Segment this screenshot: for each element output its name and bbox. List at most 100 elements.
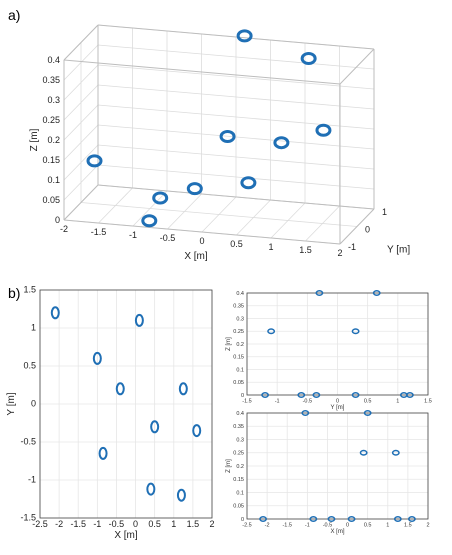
y-tick-label: 1 xyxy=(31,322,36,332)
x-axis-label: X [m] xyxy=(184,251,208,262)
data-point xyxy=(347,516,356,522)
panel-label-a: a) xyxy=(8,7,20,23)
data-point xyxy=(273,136,290,150)
y-tick-label: 0 xyxy=(31,398,36,408)
data-point xyxy=(372,290,381,296)
side-wall-gridline xyxy=(63,164,99,201)
data-point xyxy=(152,191,169,205)
x-tick-label: -1 xyxy=(305,522,310,528)
data-point xyxy=(297,392,306,398)
y-axis-label: Z [m] xyxy=(226,459,232,473)
x-tick-label: -1.5 xyxy=(70,519,86,529)
z-tick-label: 0.15 xyxy=(42,155,60,165)
plot-frame xyxy=(39,289,213,519)
x-axis-label: X [m] xyxy=(330,529,344,535)
x-tick-label: 1 xyxy=(171,519,176,529)
data-point xyxy=(363,410,372,416)
z-tick-label: 0.1 xyxy=(47,175,60,185)
back-wall-gridline xyxy=(97,64,375,90)
box-edge xyxy=(97,184,375,210)
data-point xyxy=(327,516,336,522)
y-tick-label: 0.35 xyxy=(233,304,244,310)
x-tick-label: -1.5 xyxy=(282,522,291,528)
y-tick-label: 0.15 xyxy=(233,355,244,361)
data-point xyxy=(351,328,360,335)
x-tick-label: 1.5 xyxy=(187,519,200,529)
box-edge xyxy=(339,208,375,245)
x-tick-label: -2 xyxy=(265,522,270,528)
box-edge xyxy=(63,59,341,85)
data-point xyxy=(236,29,253,43)
x-tick-label: -1.5 xyxy=(91,227,107,237)
x-tick-label: 0.5 xyxy=(364,398,372,404)
side-wall-gridline xyxy=(63,144,99,181)
x-tick-label: 0.5 xyxy=(230,239,243,249)
data-point xyxy=(240,176,257,190)
z-axis-label: Z [m] xyxy=(29,128,40,151)
x-tick-label: -0.5 xyxy=(109,519,125,529)
data-point xyxy=(300,52,317,65)
data-point xyxy=(261,392,270,398)
side-wall-gridline xyxy=(63,64,99,101)
box-edge xyxy=(97,24,375,50)
data-point xyxy=(351,392,360,398)
x-tick-label: 0.5 xyxy=(148,519,161,529)
box-edge xyxy=(339,48,375,85)
back-wall-gridline xyxy=(97,124,375,150)
y-axis-label: Y [m] xyxy=(387,245,410,256)
x-axis-label: X [m] xyxy=(114,530,138,541)
y-tick-label: -1 xyxy=(28,474,36,484)
x-tick-label: 1.5 xyxy=(424,398,432,404)
x-tick-label: 2 xyxy=(337,248,342,258)
x-tick-label: -2.5 xyxy=(32,519,48,529)
x-axis-label: Y [m] xyxy=(331,405,345,411)
data-point xyxy=(115,382,125,396)
y-tick-label: -0.5 xyxy=(20,436,36,446)
data-point xyxy=(259,516,268,522)
x-tick-label: 0 xyxy=(336,398,339,404)
y-tick-label: 0.25 xyxy=(233,451,244,457)
y-tick-label: 0.1 xyxy=(236,490,244,496)
data-point xyxy=(192,424,202,438)
z-tick-label: 0.2 xyxy=(47,135,60,145)
data-point xyxy=(150,420,160,434)
y-tick-label: 0.05 xyxy=(233,380,244,386)
y-tick-label: 0.3 xyxy=(236,316,244,322)
x-tick-label: -2 xyxy=(60,224,68,234)
data-point xyxy=(98,446,108,460)
plot-frame xyxy=(246,292,429,396)
y-tick-label: 0.05 xyxy=(233,504,244,510)
x-tick-label: -1 xyxy=(275,398,280,404)
data-point xyxy=(141,214,158,228)
data-point xyxy=(405,392,414,398)
data-point xyxy=(267,328,276,335)
y-tick-label: -1.5 xyxy=(20,512,36,522)
y-tick-label: 0.25 xyxy=(233,329,244,335)
data-point xyxy=(315,123,332,137)
z-tick-label: 0.25 xyxy=(42,115,60,125)
y-tick-label: 0.4 xyxy=(236,291,244,297)
data-point xyxy=(146,482,156,496)
chart-yz-scatter: -1.5 -1 -0.5 0 0.5 1 1.5 0 0.05 0.1 0.15 0.2 0.25 0.3… xyxy=(226,290,432,411)
chart-xz-scatter: -2.5 -2 -1.5 -1 -0.5 0 0.5 1 1.5 2 0 0.05 0.1 0.15 0.2… xyxy=(226,410,430,535)
data-point xyxy=(359,449,368,456)
x-tick-label: 0 xyxy=(346,522,349,528)
y-axis-label: Z [m] xyxy=(226,337,232,351)
data-point xyxy=(301,410,310,416)
data-point xyxy=(186,182,203,196)
y-tick-label: 0.2 xyxy=(236,464,244,470)
side-wall-gridline xyxy=(63,84,99,121)
z-tick-label: 0 xyxy=(55,215,60,225)
x-tick-label: -1 xyxy=(93,519,101,529)
x-tick-label: 1.5 xyxy=(404,522,412,528)
y-tick-label: 0.15 xyxy=(233,477,244,483)
chart-xy-scatter: -2.5 -2 -1.5 -1 -0.5 0 0.5 1 1.5 2 -1.5 -1 -0.5 0 0.5 1… xyxy=(6,284,215,541)
x-tick-label: 0 xyxy=(133,519,138,529)
y-tick-label: 0 xyxy=(365,225,370,235)
x-tick-label: -2 xyxy=(55,519,63,529)
back-wall-gridline xyxy=(97,164,375,190)
x-tick-label: 2 xyxy=(209,519,214,529)
x-tick-label: 1.5 xyxy=(299,245,312,255)
x-tick-label: -1.5 xyxy=(242,398,251,404)
x-tick-label: 0 xyxy=(199,236,204,246)
